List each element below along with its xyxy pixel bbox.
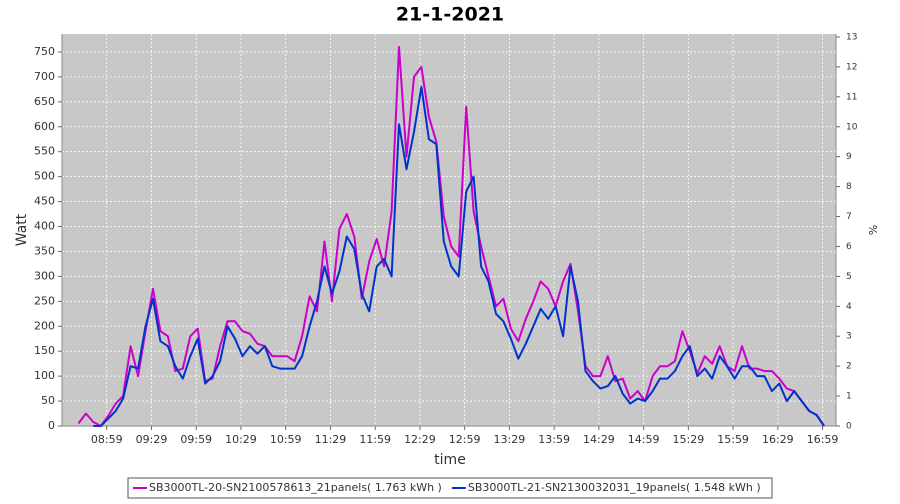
- y2-tick-label: 1: [846, 392, 852, 402]
- y-tick-label: 700: [34, 70, 55, 83]
- x-tick-label: 15:59: [717, 433, 749, 446]
- x-tick-label: 15:29: [673, 433, 705, 446]
- y2-tick-label: 13: [846, 32, 857, 42]
- y-tick-label: 600: [34, 120, 55, 133]
- y-tick-label: 0: [48, 419, 55, 432]
- y-tick-label: 150: [34, 344, 55, 357]
- plot-area: [62, 34, 836, 426]
- y-tick-label: 200: [34, 319, 55, 332]
- x-tick-label: 13:59: [538, 433, 570, 446]
- y-tick-label: 550: [34, 145, 55, 158]
- x-tick-label: 09:29: [136, 433, 168, 446]
- x-tick-label: 12:29: [404, 433, 436, 446]
- y2-tick-label: 3: [846, 332, 852, 342]
- y-tick-label: 350: [34, 244, 55, 257]
- y2-tick-label: 7: [846, 212, 852, 222]
- y2-tick-label: 5: [846, 272, 852, 282]
- y2-tick-label: 10: [846, 122, 858, 132]
- legend-label: SB3000TL-21-SN2130032031_19panels( 1.548…: [468, 481, 761, 494]
- y2-tick-label: 12: [846, 62, 857, 72]
- x-axis-label: time: [434, 452, 466, 468]
- y-tick-label: 650: [34, 95, 55, 108]
- y2-tick-label: 8: [846, 182, 852, 192]
- y-tick-label: 300: [34, 269, 55, 282]
- y-tick-label: 100: [34, 369, 55, 382]
- y2-tick-label: 6: [846, 242, 852, 252]
- y-tick-label: 50: [41, 394, 55, 407]
- series-line: [93, 85, 825, 427]
- x-tick-label: 12:59: [449, 433, 481, 446]
- x-tick-label: 09:59: [180, 433, 212, 446]
- y2-tick-label: 0: [846, 422, 852, 432]
- x-tick-label: 16:59: [807, 433, 839, 446]
- x-tick-label: 13:29: [494, 433, 526, 446]
- legend: [127, 477, 773, 499]
- y2-tick-label: 11: [846, 92, 857, 102]
- x-tick-label: 14:59: [628, 433, 660, 446]
- y-tick-label: 400: [34, 220, 55, 233]
- x-tick-label: 10:59: [270, 433, 302, 446]
- y2-axis-label: %: [866, 225, 879, 235]
- legend-label: SB3000TL-20-SN2100578613_21panels( 1.763…: [149, 481, 442, 494]
- x-tick-label: 10:29: [225, 433, 257, 446]
- y-tick-label: 250: [34, 294, 55, 307]
- x-tick-label: 11:59: [359, 433, 391, 446]
- y-tick-label: 750: [34, 45, 55, 58]
- y-tick-label: 450: [34, 195, 55, 208]
- x-tick-label: 16:29: [762, 433, 794, 446]
- y2-tick-label: 4: [846, 302, 852, 312]
- y-tick-label: 500: [34, 170, 55, 183]
- x-tick-label: 08:59: [91, 433, 123, 446]
- y-axis-label: Watt: [14, 213, 30, 246]
- y2-tick-label: 2: [846, 362, 852, 372]
- chart-title: 21-1-2021: [396, 4, 504, 26]
- y2-tick-label: 9: [846, 152, 852, 162]
- x-tick-label: 11:29: [315, 433, 347, 446]
- x-tick-label: 14:29: [583, 433, 615, 446]
